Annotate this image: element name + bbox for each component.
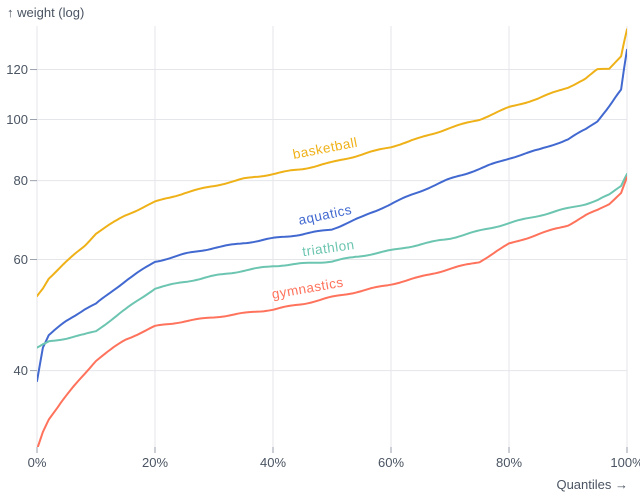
x-tick-label-100%: 100% bbox=[610, 455, 640, 470]
series-label-gymnastics: gymnastics bbox=[271, 275, 345, 302]
x-tick-label-0%: 0% bbox=[28, 455, 47, 470]
x-tick-label-20%: 20% bbox=[142, 455, 168, 470]
x-tick-label-40%: 40% bbox=[260, 455, 286, 470]
x-tick-label-60%: 60% bbox=[378, 455, 404, 470]
y-tick-label-100: 100 bbox=[6, 112, 28, 127]
y-axis-title: ↑ weight (log) bbox=[7, 5, 85, 20]
x-tick-label-80%: 80% bbox=[496, 455, 522, 470]
series-line-basketball bbox=[37, 28, 627, 298]
series-label-triathlon: triathlon bbox=[301, 237, 355, 259]
x-axis-title: Quantiles → bbox=[556, 477, 628, 492]
y-tick-label-80: 80 bbox=[14, 173, 28, 188]
series-lines bbox=[37, 28, 627, 447]
y-tick-label-40: 40 bbox=[14, 363, 28, 378]
y-tick-label-60: 60 bbox=[14, 252, 28, 267]
series-line-triathlon bbox=[37, 172, 627, 349]
y-tick-label-120: 120 bbox=[6, 62, 28, 77]
series-line-gymnastics bbox=[37, 176, 627, 447]
series-line-aquatics bbox=[37, 48, 627, 383]
